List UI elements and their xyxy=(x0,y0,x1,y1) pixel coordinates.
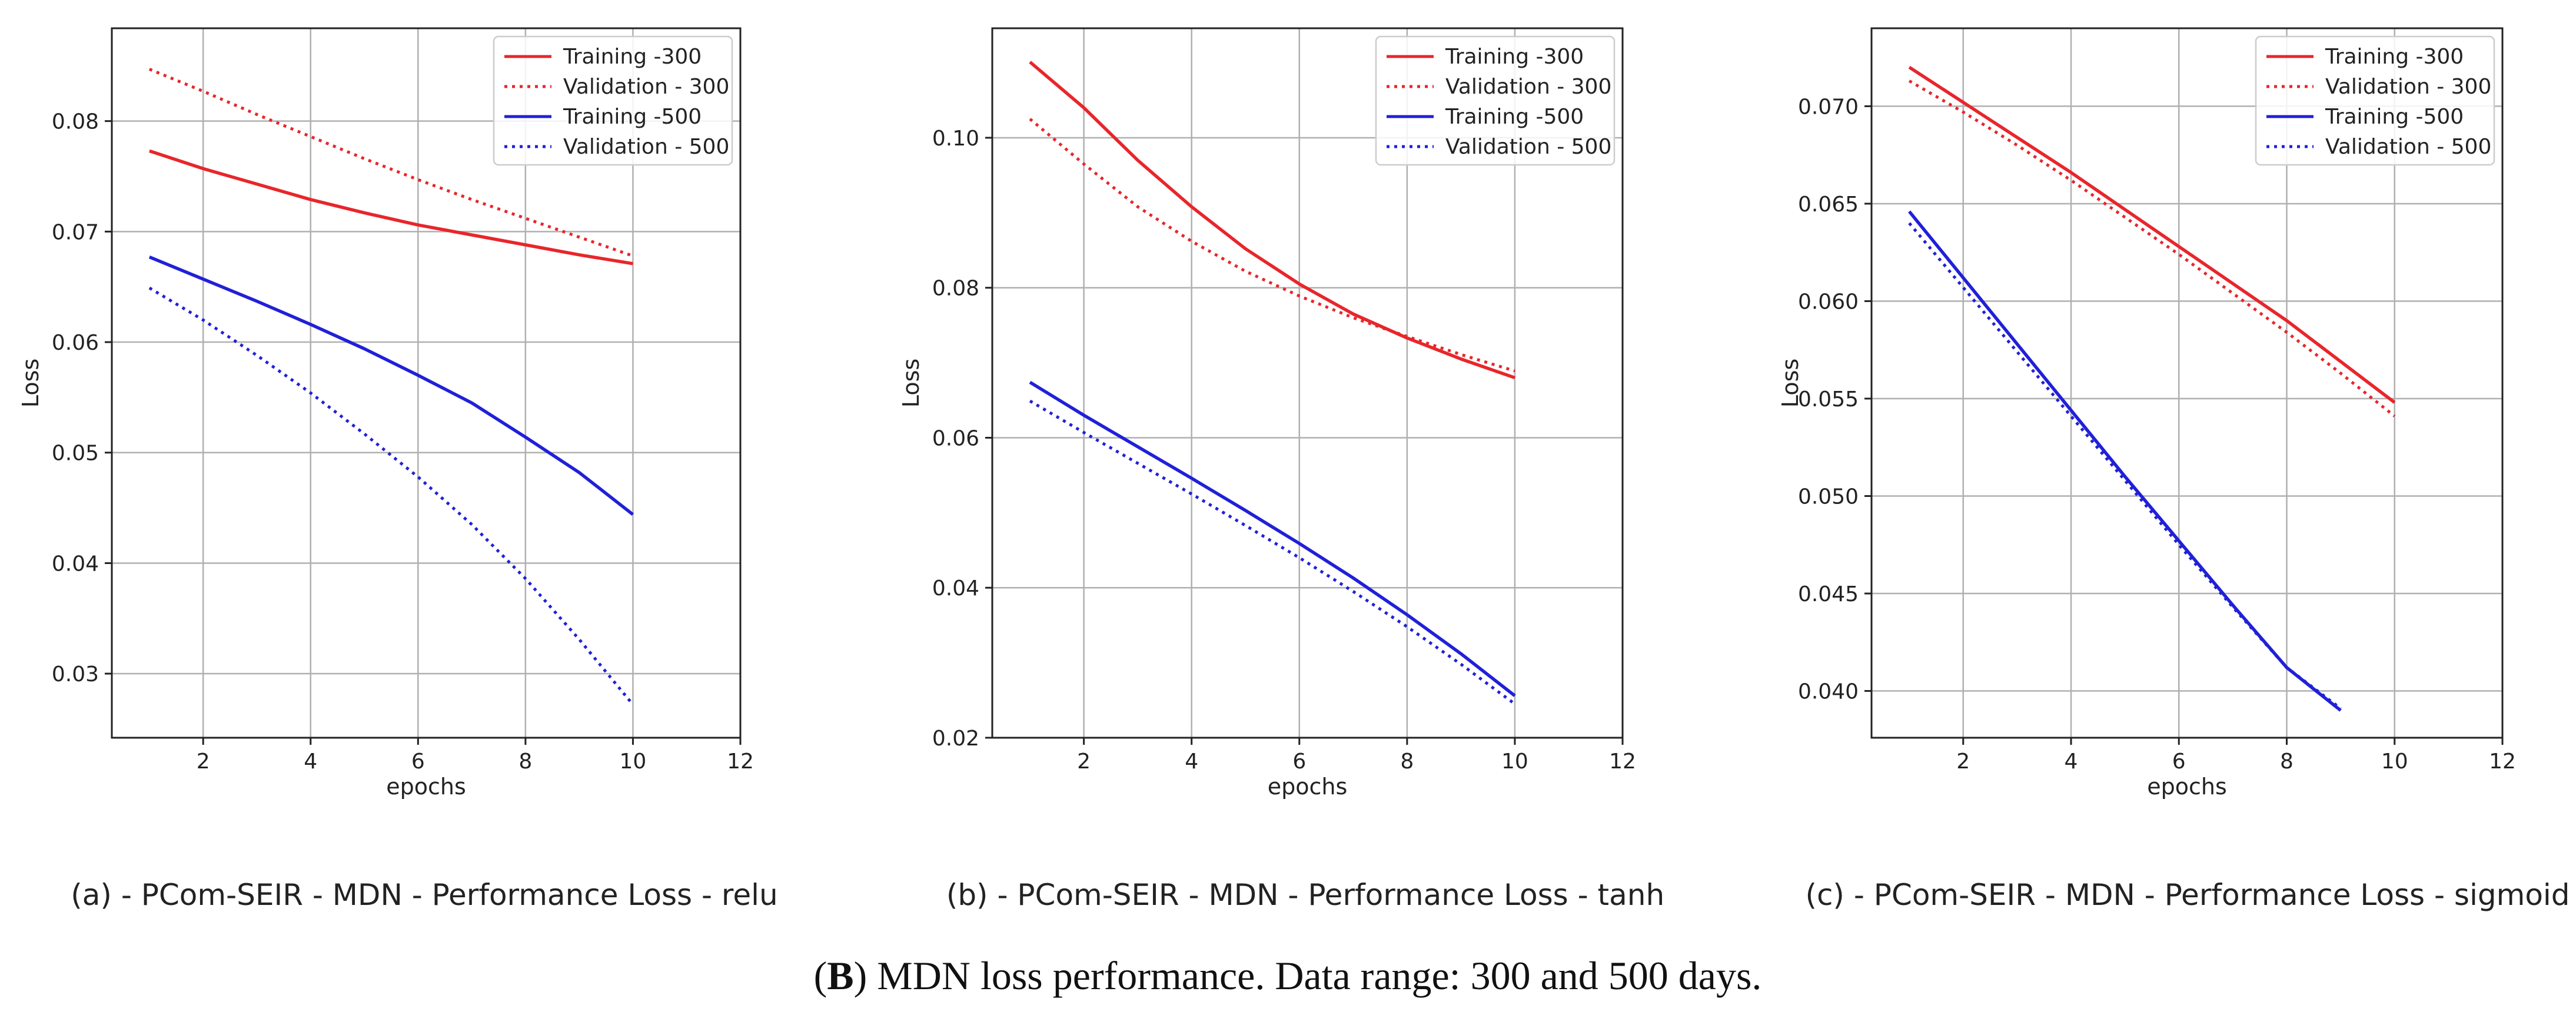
series-line-1 xyxy=(1029,61,1515,380)
legend-label: Validation - 500 xyxy=(2325,135,2491,159)
subcaption: (a) - PCom-SEIR - MDN - Performance Loss… xyxy=(71,878,777,912)
y-tick-label: 0.04 xyxy=(932,576,979,601)
plot-frame xyxy=(1870,27,2504,739)
y-tick-label: 0.07 xyxy=(52,220,99,244)
y-tick-label: 0.05 xyxy=(52,442,99,466)
caption-paren-close: ) xyxy=(854,953,877,998)
series-line-2 xyxy=(148,68,634,258)
x-tick-label: 8 xyxy=(2280,750,2294,774)
legend-label: Validation - 500 xyxy=(563,135,729,159)
y-tick-label: 0.040 xyxy=(1798,680,1859,704)
legend: Training -300 Validation - 300 Training -5… xyxy=(1375,35,1616,166)
y-tick-label: 0.045 xyxy=(1798,582,1859,606)
x-tick-label: 6 xyxy=(411,750,425,774)
y-tick-label: 0.06 xyxy=(932,426,979,450)
legend-label: Training -300 xyxy=(1445,45,1584,69)
series-line-3 xyxy=(1908,210,2342,712)
legend-label: Training -500 xyxy=(1445,105,1584,129)
series-line-4 xyxy=(1029,399,1516,705)
figure-caption: (B) MDN loss performance. Data range: 30… xyxy=(814,953,1762,998)
legend-label: Training -500 xyxy=(563,105,702,129)
legend-label: Training -300 xyxy=(2325,45,2464,69)
plot-frame xyxy=(111,27,742,739)
x-tick-label: 8 xyxy=(1400,750,1414,774)
x-axis-label: epochs xyxy=(386,774,466,800)
legend-label: Validation - 300 xyxy=(1445,75,1611,99)
x-tick-label: 12 xyxy=(2489,750,2516,774)
y-axis-label: Loss xyxy=(1777,359,1803,407)
x-tick-label: 4 xyxy=(304,750,317,774)
y-tick-label: 0.060 xyxy=(1798,290,1859,314)
x-tick-label: 10 xyxy=(2381,750,2408,774)
series-line-3 xyxy=(1029,380,1516,697)
y-tick-label: 0.06 xyxy=(52,331,99,355)
y-tick-label: 0.055 xyxy=(1798,387,1859,412)
subcaption: (b) - PCom-SEIR - MDN - Performance Loss… xyxy=(946,878,1664,912)
legend-label: Training -300 xyxy=(563,45,702,69)
x-tick-label: 6 xyxy=(1292,750,1306,774)
y-axis-label: Loss xyxy=(18,359,44,407)
caption-letter: B xyxy=(827,953,853,998)
x-tick-label: 8 xyxy=(518,750,532,774)
y-tick-label: 0.02 xyxy=(932,727,979,751)
x-tick-label: 4 xyxy=(2065,750,2078,774)
y-axis-label: Loss xyxy=(898,359,924,407)
caption-paren-open: ( xyxy=(814,953,827,998)
x-tick-label: 10 xyxy=(1501,750,1528,774)
series-line-1 xyxy=(149,149,633,266)
legend-box xyxy=(493,35,733,166)
series-line-3 xyxy=(148,255,634,516)
series-line-1 xyxy=(1908,65,2396,404)
x-tick-label: 2 xyxy=(197,750,210,774)
y-tick-label: 0.04 xyxy=(52,552,99,576)
chart-panel-3: 2 4 6 8 10 12 0.040 0.045 0.050 0.055 0.060 0.065 0.… xyxy=(1777,27,2570,912)
series-line-2 xyxy=(1029,118,1515,373)
legend-label: Validation - 300 xyxy=(563,75,729,99)
legend: Training -300 Validation - 300 Training -5… xyxy=(2255,35,2495,166)
series-line-4 xyxy=(148,286,634,706)
x-tick-label: 2 xyxy=(1077,750,1091,774)
y-tick-label: 0.10 xyxy=(932,127,979,151)
x-tick-label: 12 xyxy=(1609,750,1636,774)
series-line-2 xyxy=(1908,79,2396,417)
legend-label: Training -500 xyxy=(2325,105,2464,129)
legend: Training -300 Validation - 300 Training -5… xyxy=(493,35,733,166)
x-tick-label: 4 xyxy=(1185,750,1198,774)
y-tick-label: 0.050 xyxy=(1798,485,1859,509)
x-axis-label: epochs xyxy=(2147,774,2227,800)
x-tick-label: 6 xyxy=(2172,750,2186,774)
y-tick-label: 0.08 xyxy=(932,277,979,301)
x-tick-label: 10 xyxy=(620,750,647,774)
legend-label: Validation - 500 xyxy=(1445,135,1611,159)
x-axis-label: epochs xyxy=(1268,774,1348,800)
y-tick-label: 0.08 xyxy=(52,110,99,134)
caption-text: MDN loss performance. Data range: 300 an… xyxy=(877,953,1761,998)
y-tick-label: 0.03 xyxy=(52,662,99,687)
legend-box xyxy=(2255,35,2495,166)
plot-frame xyxy=(991,27,1624,739)
chart-panel-1: 2 4 6 8 10 12 0.03 0.04 0.05 0.06 0.07 0.08 epochs Lo… xyxy=(18,27,778,912)
legend-label: Validation - 300 xyxy=(2325,75,2491,99)
legend-box xyxy=(1375,35,1616,166)
subcaption: (c) - PCom-SEIR - MDN - Performance Loss… xyxy=(1805,878,2570,912)
series-line-4 xyxy=(1908,222,2342,710)
y-tick-label: 0.070 xyxy=(1798,95,1859,119)
x-tick-label: 2 xyxy=(1956,750,1970,774)
x-tick-label: 12 xyxy=(727,750,754,774)
y-tick-label: 0.065 xyxy=(1798,193,1859,217)
chart-panel-2: 2 4 6 8 10 12 0.02 0.04 0.06 0.08 0.10 epochs Loss Tr… xyxy=(898,27,1664,912)
